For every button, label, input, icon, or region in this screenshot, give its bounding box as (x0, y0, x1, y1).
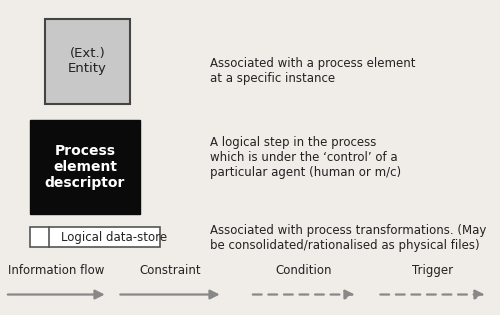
Bar (45, 19, 130, 104)
Text: Constraint: Constraint (139, 264, 201, 277)
Bar (30, 227, 160, 247)
Text: Information flow: Information flow (8, 264, 104, 277)
Text: Associated with a process element
at a specific instance: Associated with a process element at a s… (210, 57, 416, 85)
Text: A logical step in the process
which is under the ‘control’ of a
particular agent: A logical step in the process which is u… (210, 136, 401, 179)
Text: Condition: Condition (276, 264, 332, 277)
Text: Associated with process transformations. (May
be consolidated/rationalised as ph: Associated with process transformations.… (210, 224, 486, 252)
Text: Logical data-store: Logical data-store (62, 231, 168, 243)
Text: Trigger: Trigger (412, 264, 453, 277)
Bar (30, 120, 140, 214)
Text: Process
element
descriptor: Process element descriptor (45, 144, 125, 190)
Text: (Ext.)
Entity: (Ext.) Entity (68, 48, 107, 75)
